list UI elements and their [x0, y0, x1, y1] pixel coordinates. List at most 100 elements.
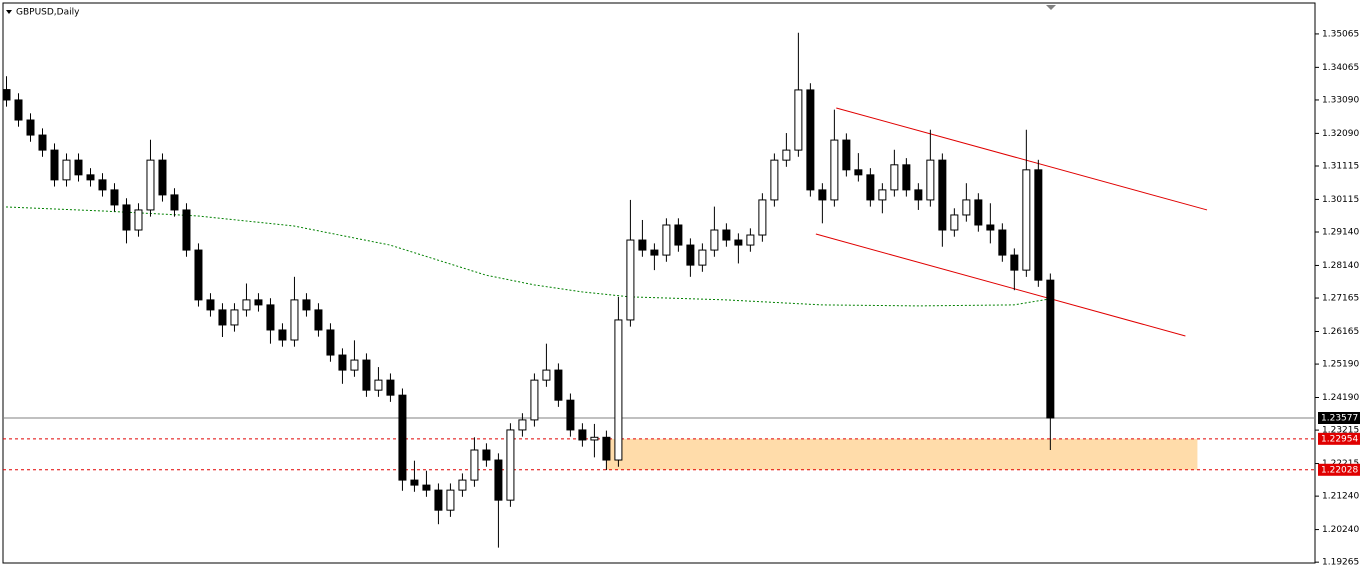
- candle-body: [842, 139, 851, 171]
- candle-body: [782, 149, 791, 161]
- y-tick-label: 1.34065: [1322, 63, 1359, 73]
- candle-body: [170, 194, 179, 211]
- candle-body: [854, 169, 863, 176]
- candle-body: [986, 224, 995, 231]
- candle-body: [98, 179, 107, 191]
- candle-body: [374, 379, 383, 391]
- candle-body: [542, 369, 551, 381]
- y-tick-label: 1.27165: [1322, 294, 1359, 304]
- candle-body: [806, 89, 815, 191]
- candle-body: [410, 479, 419, 486]
- candle-body: [650, 249, 659, 256]
- candle-body: [230, 309, 239, 326]
- candle-body: [254, 299, 263, 306]
- candle-body: [518, 419, 527, 431]
- candle-body: [746, 234, 755, 246]
- y-tick-label: 1.31115: [1322, 161, 1359, 171]
- candle-body: [434, 489, 443, 511]
- candle-body: [686, 244, 695, 266]
- candle-body: [38, 134, 47, 151]
- candle-body: [530, 379, 539, 421]
- candle-body: [926, 159, 935, 201]
- candle-body: [26, 119, 35, 136]
- y-tick-label: 1.28140: [1322, 261, 1359, 271]
- candle-body: [242, 299, 251, 311]
- candle-body: [326, 329, 335, 356]
- candle-body: [146, 159, 155, 211]
- level-label-bg: [1318, 432, 1360, 445]
- y-tick-label: 1.26165: [1322, 327, 1359, 337]
- candle-body: [1010, 254, 1019, 271]
- candle-body: [446, 489, 455, 511]
- candle-body: [74, 159, 83, 176]
- candle-body: [914, 189, 923, 201]
- menu-arrow[interactable]: [6, 10, 12, 14]
- candle-body: [194, 249, 203, 301]
- y-tick-label: 1.33090: [1322, 95, 1359, 105]
- plot: [3, 32, 1315, 548]
- y-tick-label: 1.35065: [1322, 29, 1359, 39]
- zone: [605, 438, 1198, 470]
- candle-body: [458, 479, 467, 491]
- candle-body: [290, 299, 299, 341]
- candle-body: [1034, 169, 1043, 281]
- candle-body: [362, 359, 371, 391]
- y-tick-label: 1.19265: [1322, 558, 1359, 567]
- candle-body: [314, 309, 323, 331]
- candle-body: [470, 449, 479, 481]
- candle-body: [758, 199, 767, 236]
- candle-body: [794, 89, 803, 151]
- candle-body: [998, 229, 1007, 256]
- candle-body: [962, 199, 971, 216]
- candle-body: [422, 484, 431, 491]
- level-label: 1.22028: [1321, 465, 1358, 475]
- candle-body: [506, 429, 515, 501]
- candle-body: [674, 224, 683, 246]
- candle-body: [1022, 169, 1031, 271]
- candle-body: [770, 159, 779, 201]
- candle-body: [698, 249, 707, 266]
- candle-body: [134, 209, 143, 231]
- y-tick-label: 1.32090: [1322, 129, 1359, 139]
- candle-body: [482, 449, 491, 461]
- candle-body: [158, 159, 167, 196]
- candle-body: [614, 319, 623, 461]
- candle-body: [830, 139, 839, 201]
- candle-body: [398, 394, 407, 481]
- candle-body: [554, 369, 563, 401]
- y-tick-label: 1.23215: [1322, 426, 1359, 436]
- candle-body: [266, 304, 275, 331]
- candle-body: [902, 164, 911, 191]
- candle-body: [14, 99, 23, 121]
- level-label-bg: [1318, 463, 1360, 476]
- candle-body: [302, 299, 311, 311]
- candle-body: [278, 329, 287, 341]
- candle-body: [950, 214, 959, 231]
- level-label-bg: [1318, 412, 1360, 425]
- candle-body: [890, 164, 899, 191]
- candle-body: [734, 239, 743, 246]
- y-tick-label: 1.25190: [1322, 360, 1359, 370]
- candle-body: [638, 239, 647, 251]
- candle-body: [50, 149, 59, 181]
- y-tick-label: 1.30115: [1322, 195, 1359, 205]
- candle-body: [338, 354, 347, 371]
- shift-marker: [1046, 5, 1056, 10]
- candle-body: [662, 224, 671, 256]
- level-label: 1.22954: [1321, 434, 1358, 444]
- candle-body: [590, 436, 599, 441]
- candle-body: [3, 89, 11, 101]
- y-tick-label: 1.24190: [1322, 393, 1359, 403]
- chart-title: GBPUSD,Daily: [16, 8, 80, 18]
- y-tick-label: 1.21240: [1322, 492, 1359, 502]
- y-tick-label: 1.20240: [1322, 525, 1359, 535]
- candle-body: [494, 459, 503, 501]
- candle-body: [578, 429, 587, 441]
- candle-body: [722, 229, 731, 241]
- candle-body: [818, 189, 827, 201]
- candle-body: [602, 436, 611, 461]
- y-tick-label: 1.29140: [1322, 228, 1359, 238]
- candle-body: [182, 209, 191, 251]
- channel-line: [815, 233, 1186, 337]
- candle-body: [350, 359, 359, 371]
